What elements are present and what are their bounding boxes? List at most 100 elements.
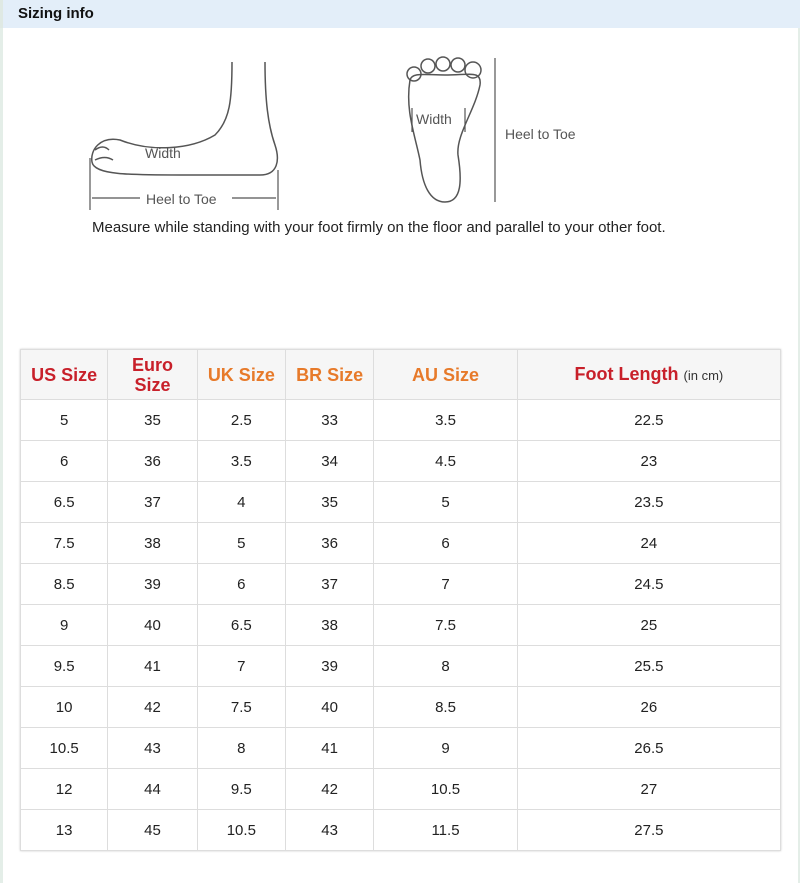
table-cell: 2.5 — [196, 399, 286, 441]
table-cell: 36 — [107, 440, 198, 482]
table-cell: 40 — [284, 686, 375, 728]
table-cell: 8 — [196, 727, 286, 769]
top-dimension-arrow — [411, 58, 496, 202]
table-cell: 7 — [373, 563, 518, 605]
measurement-instruction: Measure while standing with your foot fi… — [92, 219, 666, 236]
table-row: 6.5 37 4 35 5 23.5 — [19, 481, 782, 523]
column-header: Foot Length (in cm) — [516, 349, 782, 400]
column-header-label: AU Size — [411, 364, 480, 385]
table-cell: 23.5 — [516, 481, 782, 523]
table-row: 12 44 9.5 42 10.5 27 — [19, 768, 782, 810]
table-cell: 35 — [107, 399, 198, 441]
table-cell: 12 — [19, 768, 109, 810]
page-title: Sizing info — [18, 5, 94, 22]
table-cell: 25 — [516, 604, 782, 646]
top-width-label: Width — [416, 111, 452, 127]
column-header-label: Foot Length — [574, 363, 679, 384]
table-cell: 4 — [196, 481, 286, 523]
table-cell: 5 — [19, 399, 109, 441]
column-header: UK Size — [196, 349, 286, 400]
table-cell: 27 — [516, 768, 782, 810]
table-cell: 37 — [284, 563, 375, 605]
table-row: 9.5 41 7 39 8 25.5 — [19, 645, 782, 687]
table-row: 5 35 2.5 33 3.5 22.5 — [19, 399, 782, 441]
table-cell: 44 — [107, 768, 198, 810]
table-cell: 6.5 — [196, 604, 286, 646]
table-cell: 10.5 — [373, 768, 518, 810]
table-cell: 41 — [107, 645, 198, 687]
table-cell: 27.5 — [516, 809, 782, 851]
table-row: 9 40 6.5 38 7.5 25 — [19, 604, 782, 646]
table-cell: 5 — [196, 522, 286, 564]
table-cell: 11.5 — [373, 809, 518, 851]
size-chart-table: US Size Euro Size UK Size BR Size AU Size Foo… — [19, 349, 782, 851]
table-cell: 38 — [107, 522, 198, 564]
table-cell: 6 — [19, 440, 109, 482]
column-header: US Size — [19, 349, 109, 400]
foot-measurement-diagram: Width Heel to Toe Width Heel to Toe — [89, 56, 576, 210]
table-cell: 9.5 — [19, 645, 109, 687]
unit-label: (in cm) — [683, 367, 724, 383]
table-cell: 7.5 — [196, 686, 286, 728]
table-cell: 6.5 — [19, 481, 109, 523]
table-cell: 42 — [107, 686, 198, 728]
table-cell: 38 — [284, 604, 375, 646]
top-foot-illustration — [406, 56, 482, 203]
table-cell: 33 — [284, 399, 375, 441]
table-cell: 7 — [196, 645, 286, 687]
table-cell: 41 — [284, 727, 375, 769]
table-cell: 7.5 — [19, 522, 109, 564]
side-dimension-arrow — [89, 158, 279, 210]
table-cell: 42 — [284, 768, 375, 810]
column-header: AU Size — [373, 349, 518, 400]
table-cell: 34 — [284, 440, 375, 482]
title-bar: Sizing info — [0, 0, 800, 28]
table-cell: 9 — [373, 727, 518, 769]
side-foot-illustration — [91, 61, 279, 176]
table-row: 6 36 3.5 34 4.5 23 — [19, 440, 782, 482]
table-cell: 8.5 — [373, 686, 518, 728]
table-cell: 26 — [516, 686, 782, 728]
table-cell: 36 — [284, 522, 375, 564]
table-cell: 10.5 — [19, 727, 109, 769]
table-cell: 5 — [373, 481, 518, 523]
table-cell: 6 — [196, 563, 286, 605]
table-cell: 26.5 — [516, 727, 782, 769]
table-cell: 4.5 — [373, 440, 518, 482]
table-cell: 9.5 — [196, 768, 286, 810]
table-cell: 8 — [373, 645, 518, 687]
table-row: 13 45 10.5 43 11.5 27.5 — [19, 809, 782, 851]
table-cell: 43 — [284, 809, 375, 851]
column-header: Euro Size — [107, 349, 198, 400]
table-row: 7.5 38 5 36 6 24 — [19, 522, 782, 564]
side-width-label: Width — [145, 145, 181, 161]
table-cell: 39 — [284, 645, 375, 687]
table-cell: 9 — [19, 604, 109, 646]
table-cell: 6 — [373, 522, 518, 564]
table-cell: 40 — [107, 604, 198, 646]
top-length-label: Heel to Toe — [505, 126, 576, 142]
table-cell: 24.5 — [516, 563, 782, 605]
table-row: 8.5 39 6 37 7 24.5 — [19, 563, 782, 605]
table-row: 10 42 7.5 40 8.5 26 — [19, 686, 782, 728]
column-header-label: UK Size — [207, 364, 275, 385]
column-header-label: Euro Size — [131, 354, 173, 395]
table-cell: 35 — [284, 481, 375, 523]
table-cell: 24 — [516, 522, 782, 564]
table-cell: 7.5 — [373, 604, 518, 646]
table-cell: 45 — [107, 809, 198, 851]
table-cell: 3.5 — [373, 399, 518, 441]
table-cell: 10.5 — [196, 809, 286, 851]
table-row: 10.5 43 8 41 9 26.5 — [19, 727, 782, 769]
table-cell: 10 — [19, 686, 109, 728]
table-cell: 8.5 — [19, 563, 109, 605]
side-length-label: Heel to Toe — [146, 191, 217, 207]
table-header-row: US Size Euro Size UK Size BR Size AU Size Foo… — [19, 349, 782, 400]
content-frame — [0, 28, 800, 883]
table-cell: 37 — [107, 481, 198, 523]
table-cell: 25.5 — [516, 645, 782, 687]
table-cell: 13 — [19, 809, 109, 851]
column-header: BR Size — [284, 349, 375, 400]
table-cell: 39 — [107, 563, 198, 605]
column-header-label: US Size — [31, 364, 98, 385]
